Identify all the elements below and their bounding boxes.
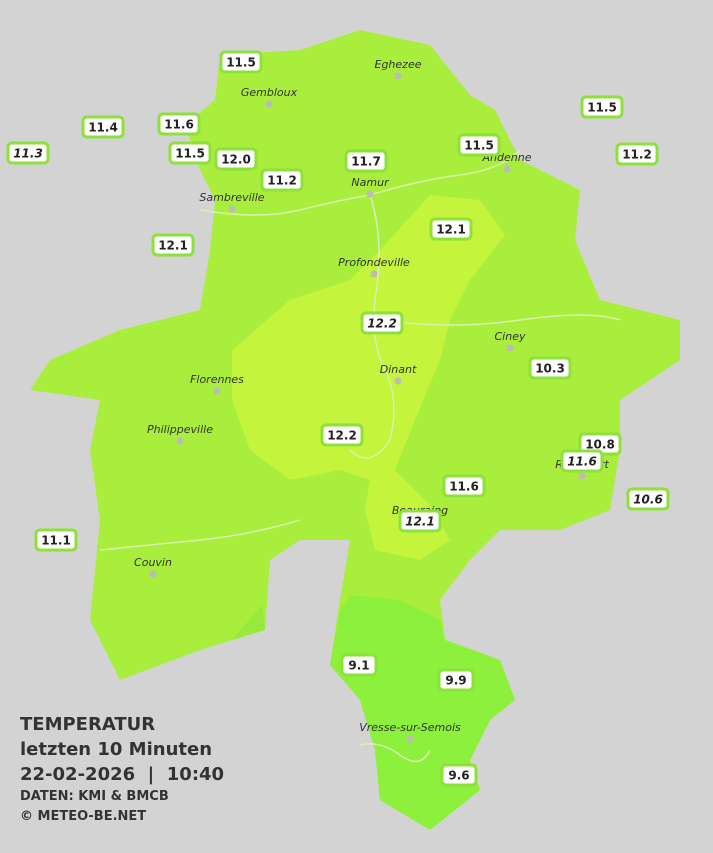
legend-source: DATEN: KMI & BMCB	[20, 789, 169, 804]
station-value: 11.2	[267, 174, 297, 188]
station-box	[320, 423, 364, 447]
station-value: 12.2	[367, 317, 397, 331]
station-box	[580, 95, 624, 119]
city-dot	[394, 72, 402, 80]
city-dot	[394, 377, 402, 385]
cool-zone	[330, 595, 515, 830]
city-name: Sambreville	[199, 191, 264, 204]
station-value: 11.5	[587, 101, 617, 115]
city-dot	[149, 570, 157, 578]
station-box	[219, 50, 263, 74]
station-value: 11.7	[351, 155, 381, 169]
station-value: 11.1	[41, 534, 71, 548]
station-value: 9.1	[348, 659, 369, 673]
station-box	[457, 133, 501, 157]
station-value: 11.5	[226, 56, 256, 70]
station-box	[398, 509, 442, 533]
station-value: 9.9	[445, 674, 466, 688]
legend: TEMPERATUR letzten 10 Minuten 22-02-2026…	[20, 712, 224, 827]
city-name: Namur	[351, 176, 390, 189]
station-box	[168, 141, 212, 165]
station-box	[615, 142, 659, 166]
station-box	[340, 653, 378, 677]
station-value: 11.2	[622, 148, 652, 162]
station-box	[437, 668, 475, 692]
station-value: 11.6	[164, 118, 194, 132]
city-name: Ciney	[495, 330, 526, 343]
station-value: 9.6	[448, 769, 469, 783]
station-value: 12.2	[327, 429, 357, 443]
station-box	[360, 311, 404, 335]
city-dot	[366, 190, 374, 198]
city-dot	[503, 165, 511, 173]
station-box	[214, 147, 258, 171]
station-value: 11.5	[175, 147, 205, 161]
warm-zone	[232, 195, 505, 560]
station-box	[440, 763, 478, 787]
city-dot	[228, 205, 236, 213]
station-value: 11.6	[567, 455, 597, 469]
station-value: 11.3	[13, 147, 43, 161]
city-dot	[265, 100, 273, 108]
legend-datetime: 22-02-2026 | 10:40	[20, 764, 225, 785]
station-box	[442, 474, 486, 498]
station-box	[151, 233, 195, 257]
city-dot	[578, 472, 586, 480]
station-box	[81, 115, 125, 139]
station-box	[260, 168, 304, 192]
legend-period: letzten 10 Minuten	[20, 739, 213, 760]
station-box	[528, 356, 572, 380]
station-value: 10.6	[633, 493, 663, 507]
city-name: Florennes	[190, 373, 244, 386]
station-value: 11.5	[464, 139, 494, 153]
legend-copyright: © METEO-BE.NET	[20, 809, 147, 824]
city-name: Dinant	[380, 363, 417, 376]
city-name: Vresse-sur-Semois	[359, 721, 461, 734]
station-box	[626, 487, 670, 511]
station-value: 12.1	[405, 515, 435, 529]
city-dot	[213, 387, 221, 395]
station-value: 12.1	[436, 223, 466, 237]
city-name: Eghezee	[375, 58, 422, 71]
city-name: Philippeville	[147, 423, 213, 436]
station-box	[429, 217, 473, 241]
station-value: 12.0	[221, 153, 251, 167]
station-box	[560, 449, 604, 473]
station-box	[157, 112, 201, 136]
station-value: 10.8	[585, 438, 615, 452]
city-dot	[506, 344, 514, 352]
city-name: Couvin	[134, 556, 172, 569]
city-dot	[176, 437, 184, 445]
station-box	[6, 141, 50, 165]
city-dot	[406, 735, 414, 743]
cool-zone	[232, 605, 265, 640]
station-value: 11.4	[88, 121, 118, 135]
station-box	[344, 149, 388, 173]
city-dot	[370, 270, 378, 278]
station-value: 10.3	[535, 362, 565, 376]
station-box	[34, 528, 78, 552]
station-value: 12.1	[158, 239, 188, 253]
station-value: 11.6	[449, 480, 479, 494]
city-name: Profondeville	[338, 256, 410, 269]
legend-title: TEMPERATUR	[20, 714, 156, 735]
city-name: Gembloux	[241, 86, 298, 99]
